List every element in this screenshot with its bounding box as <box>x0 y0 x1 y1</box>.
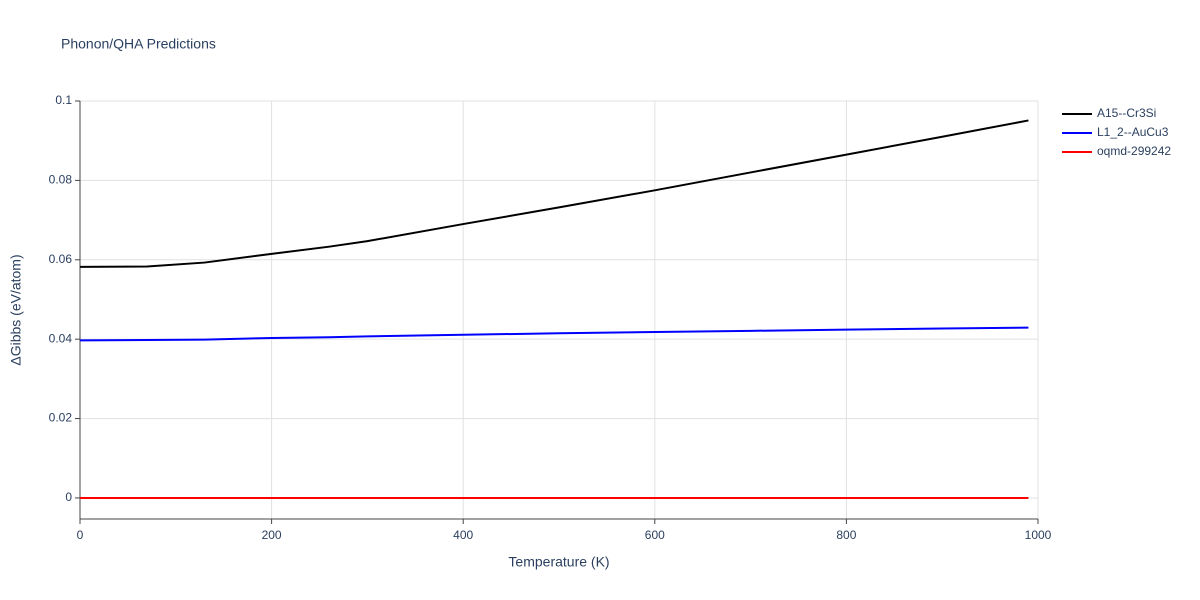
x-tick-label: 1000 <box>1025 528 1052 542</box>
y-tick-label: 0.02 <box>49 411 73 425</box>
x-axis-label: Temperature (K) <box>508 554 609 570</box>
y-tick-label: 0.04 <box>49 331 73 345</box>
series-line <box>79 326 1029 342</box>
y-tick-label: 0 <box>65 490 72 504</box>
x-tick-label: 0 <box>77 528 84 542</box>
y-axis-label: ΔGibbs (eV/atom) <box>8 254 24 365</box>
series-line <box>79 119 1029 268</box>
x-tick-label: 600 <box>645 528 665 542</box>
y-tick-label: 0.08 <box>49 173 73 187</box>
legend-label: L1_2--AuCu3 <box>1097 125 1169 139</box>
y-tick-label: 0.06 <box>49 252 73 266</box>
chart-title: Phonon/QHA Predictions <box>61 36 216 52</box>
x-tick-label: 800 <box>836 528 856 542</box>
x-tick-label: 200 <box>262 528 282 542</box>
legend-label: oqmd-299242 <box>1097 144 1171 158</box>
x-tick-label: 400 <box>453 528 473 542</box>
legend-label: A15--Cr3Si <box>1097 106 1156 120</box>
y-tick-label: 0.1 <box>55 93 72 107</box>
